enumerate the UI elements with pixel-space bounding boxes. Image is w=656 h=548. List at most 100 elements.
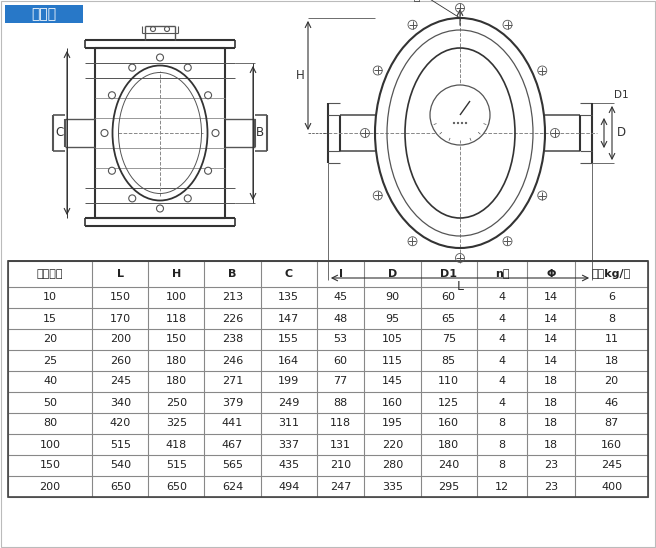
Text: 8: 8 bbox=[608, 313, 615, 323]
Text: 180: 180 bbox=[438, 439, 459, 449]
Text: 110: 110 bbox=[438, 376, 459, 386]
Bar bbox=[8, 261, 648, 497]
Text: 20: 20 bbox=[604, 376, 619, 386]
Text: D: D bbox=[617, 127, 626, 140]
Text: 48: 48 bbox=[333, 313, 348, 323]
Text: 20: 20 bbox=[43, 334, 57, 345]
Text: 65: 65 bbox=[441, 313, 456, 323]
Text: 145: 145 bbox=[382, 376, 403, 386]
Text: 23: 23 bbox=[544, 482, 558, 492]
Text: 88: 88 bbox=[333, 397, 348, 408]
Text: 4: 4 bbox=[499, 356, 506, 366]
Text: 238: 238 bbox=[222, 334, 243, 345]
Text: 213: 213 bbox=[222, 293, 243, 302]
Text: 4: 4 bbox=[499, 334, 506, 345]
Text: L: L bbox=[117, 269, 124, 279]
Circle shape bbox=[129, 64, 136, 71]
Text: 18: 18 bbox=[544, 397, 558, 408]
Text: 115: 115 bbox=[382, 356, 403, 366]
Text: 100: 100 bbox=[39, 439, 60, 449]
Circle shape bbox=[453, 122, 455, 124]
Text: 18: 18 bbox=[544, 439, 558, 449]
Circle shape bbox=[212, 129, 219, 136]
Circle shape bbox=[108, 92, 115, 99]
Text: 135: 135 bbox=[278, 293, 299, 302]
Text: 18: 18 bbox=[544, 419, 558, 429]
Text: 379: 379 bbox=[222, 397, 243, 408]
Text: 624: 624 bbox=[222, 482, 243, 492]
Text: 515: 515 bbox=[110, 439, 131, 449]
Text: 200: 200 bbox=[110, 334, 131, 345]
Text: 10: 10 bbox=[43, 293, 57, 302]
Text: 77: 77 bbox=[333, 376, 348, 386]
Circle shape bbox=[205, 167, 212, 174]
Circle shape bbox=[101, 129, 108, 136]
Text: 325: 325 bbox=[166, 419, 187, 429]
Text: 311: 311 bbox=[278, 419, 299, 429]
Text: 铸铁型: 铸铁型 bbox=[31, 7, 56, 21]
Text: 494: 494 bbox=[278, 482, 299, 492]
Text: 14: 14 bbox=[544, 293, 558, 302]
Text: 249: 249 bbox=[278, 397, 299, 408]
Text: 418: 418 bbox=[166, 439, 187, 449]
Text: 85: 85 bbox=[441, 356, 456, 366]
Text: 75: 75 bbox=[441, 334, 456, 345]
Text: L: L bbox=[457, 279, 464, 293]
Text: 260: 260 bbox=[110, 356, 131, 366]
Text: 8: 8 bbox=[499, 419, 506, 429]
Text: 46: 46 bbox=[604, 397, 619, 408]
Text: B: B bbox=[256, 127, 264, 140]
Circle shape bbox=[465, 122, 467, 124]
Text: 8: 8 bbox=[499, 460, 506, 471]
Text: 18: 18 bbox=[604, 356, 619, 366]
Text: 180: 180 bbox=[166, 356, 187, 366]
Text: 195: 195 bbox=[382, 419, 403, 429]
Text: 441: 441 bbox=[222, 419, 243, 429]
Text: 245: 245 bbox=[601, 460, 622, 471]
Text: 131: 131 bbox=[330, 439, 351, 449]
Text: C: C bbox=[56, 127, 64, 140]
Text: 23: 23 bbox=[544, 460, 558, 471]
Text: 40: 40 bbox=[43, 376, 57, 386]
Text: 335: 335 bbox=[382, 482, 403, 492]
Text: 467: 467 bbox=[222, 439, 243, 449]
Text: 180: 180 bbox=[166, 376, 187, 386]
Text: 118: 118 bbox=[330, 419, 351, 429]
Text: 271: 271 bbox=[222, 376, 243, 386]
Text: 420: 420 bbox=[110, 419, 131, 429]
Text: 400: 400 bbox=[601, 482, 622, 492]
Text: 60: 60 bbox=[441, 293, 456, 302]
Text: 199: 199 bbox=[278, 376, 299, 386]
Text: 435: 435 bbox=[278, 460, 299, 471]
Circle shape bbox=[457, 122, 459, 124]
Text: 14: 14 bbox=[544, 356, 558, 366]
Text: 95: 95 bbox=[386, 313, 400, 323]
Text: 250: 250 bbox=[166, 397, 187, 408]
Text: 340: 340 bbox=[110, 397, 131, 408]
Text: B: B bbox=[228, 269, 237, 279]
Text: 4: 4 bbox=[499, 293, 506, 302]
Circle shape bbox=[461, 122, 462, 124]
Text: 247: 247 bbox=[330, 482, 352, 492]
Circle shape bbox=[205, 92, 212, 99]
Text: 125: 125 bbox=[438, 397, 459, 408]
Text: 53: 53 bbox=[334, 334, 348, 345]
Text: 25: 25 bbox=[43, 356, 57, 366]
Text: 155: 155 bbox=[278, 334, 299, 345]
Text: 公称通径: 公称通径 bbox=[37, 269, 64, 279]
Text: 150: 150 bbox=[166, 334, 187, 345]
Text: D1: D1 bbox=[613, 90, 628, 100]
Circle shape bbox=[157, 205, 163, 212]
Text: 15: 15 bbox=[43, 313, 57, 323]
Text: 160: 160 bbox=[382, 397, 403, 408]
Text: 60: 60 bbox=[334, 356, 348, 366]
Text: 565: 565 bbox=[222, 460, 243, 471]
Text: 295: 295 bbox=[438, 482, 459, 492]
Circle shape bbox=[430, 85, 490, 145]
Text: H: H bbox=[172, 269, 181, 279]
Text: 164: 164 bbox=[278, 356, 299, 366]
Text: 650: 650 bbox=[166, 482, 187, 492]
Text: 540: 540 bbox=[110, 460, 131, 471]
Text: 280: 280 bbox=[382, 460, 403, 471]
Text: 50: 50 bbox=[43, 397, 57, 408]
